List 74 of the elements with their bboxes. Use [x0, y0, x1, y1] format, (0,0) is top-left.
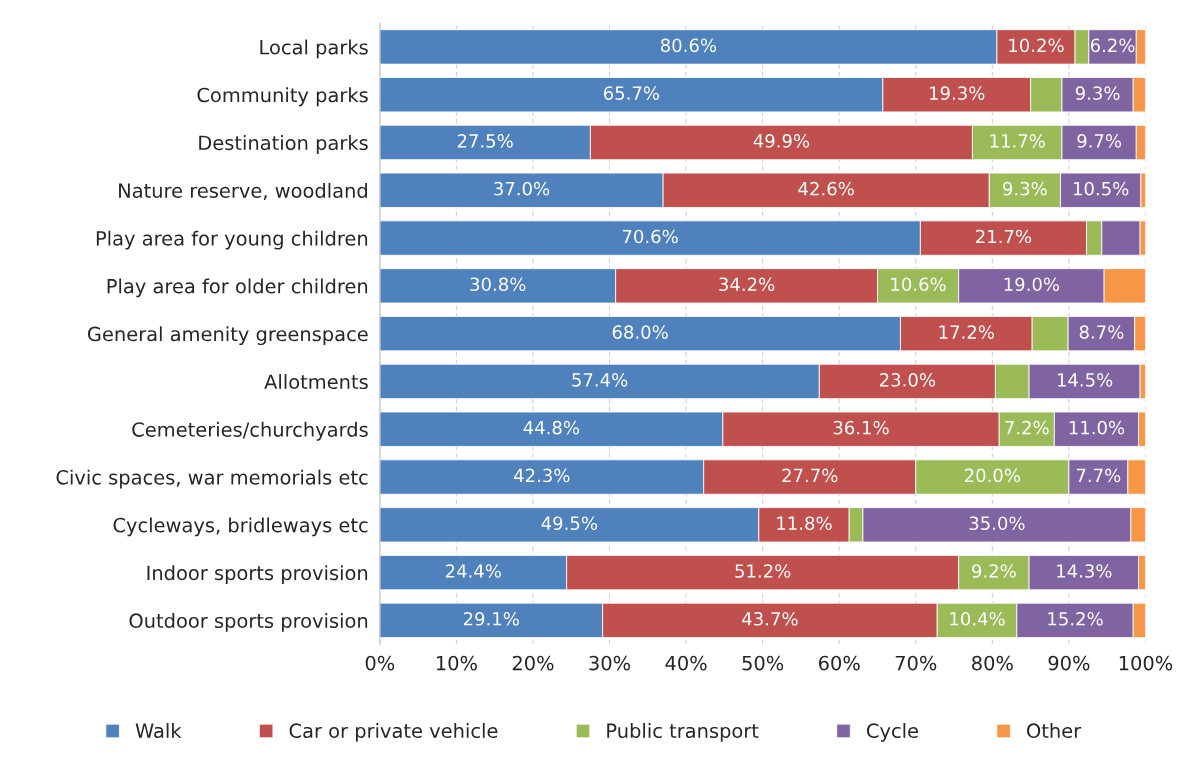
y-tick-label: Outdoor sports provision — [129, 613, 368, 632]
data-label: 10.4% — [950, 611, 1005, 626]
data-label: 42.6% — [798, 181, 854, 196]
data-label: 27.5% — [457, 134, 513, 148]
data-label: 9.2% — [972, 564, 1016, 578]
data-label: 27.7% — [782, 468, 838, 483]
data-label: 68.0% — [612, 325, 668, 339]
data-label: 37.0% — [494, 181, 550, 196]
data-label: 11.8% — [777, 516, 832, 531]
data-label: 17.2% — [939, 325, 994, 339]
data-label: 80.6% — [660, 38, 717, 53]
y-tick-label: Cemeteries/churchyards — [132, 421, 368, 441]
data-label: 21.7% — [976, 229, 1032, 244]
data-label: 10.6% — [891, 277, 946, 292]
data-label: 42.3% — [513, 468, 570, 483]
y-tick-label: Play area for young children — [96, 230, 368, 250]
x-tick-label: 100% — [1119, 655, 1173, 671]
legend-label: Other — [1027, 723, 1082, 739]
data-label: 30.8% — [470, 277, 526, 292]
legend-label: Cycle — [866, 723, 918, 742]
data-label: 36.1% — [833, 420, 889, 435]
data-label: 23.0% — [879, 373, 936, 387]
data-label: 9.7% — [1077, 134, 1122, 148]
y-tick-label: Play area for older children — [107, 278, 368, 298]
data-label: 10.2% — [1009, 38, 1064, 53]
x-tick-label: 0% — [365, 655, 395, 671]
data-label: 6.2% — [1090, 38, 1135, 53]
data-label: 51.2% — [735, 564, 791, 578]
legend-label: Public transport — [607, 723, 759, 742]
data-label: 9.3% — [1003, 181, 1047, 196]
y-tick-label: Civic spaces, war memorials etc — [56, 469, 368, 489]
data-label: 57.4% — [572, 373, 628, 387]
data-label: 10.5% — [1073, 181, 1129, 196]
data-label: 9.3% — [1075, 86, 1120, 100]
data-label: 15.2% — [1048, 611, 1103, 626]
data-label: 19.3% — [930, 86, 985, 100]
data-label: 11.7% — [990, 134, 1045, 148]
x-tick-label: 40% — [665, 655, 707, 671]
x-tick-label: 90% — [1048, 655, 1090, 671]
data-label: 7.2% — [1005, 420, 1049, 435]
data-label: 8.7% — [1079, 325, 1124, 339]
data-label: 70.6% — [622, 229, 678, 244]
data-label: 65.7% — [603, 86, 660, 100]
y-tick-label: Local parks — [260, 39, 368, 59]
data-label: 49.9% — [753, 134, 810, 148]
data-label: 43.7% — [742, 611, 798, 626]
data-label: 20.0% — [964, 468, 1021, 483]
data-label: 49.5% — [541, 516, 598, 531]
data-label: 29.1% — [463, 611, 519, 626]
x-tick-label: 20% — [512, 655, 554, 671]
data-label: 24.4% — [445, 564, 501, 578]
y-tick-label: Allotments — [264, 374, 368, 390]
data-label: 11.0% — [1069, 420, 1125, 435]
x-tick-label: 60% — [818, 655, 860, 671]
y-tick-label: Community parks — [197, 87, 368, 107]
y-tick-label: General amenity greenspace — [87, 326, 368, 346]
x-tick-label: 30% — [589, 655, 631, 671]
x-tick-label: 10% — [436, 655, 477, 671]
data-label: 35.0% — [969, 516, 1025, 531]
y-tick-label: Indoor sports provision — [147, 565, 368, 585]
data-label: 19.0% — [1004, 277, 1060, 292]
x-tick-label: 70% — [895, 655, 937, 671]
y-tick-label: Destination parks — [199, 135, 368, 154]
legend-label: Car or private vehicle — [289, 723, 498, 742]
data-label: 14.5% — [1057, 373, 1113, 387]
data-label: 44.8% — [523, 420, 580, 435]
legend-label: Walk — [135, 723, 182, 739]
y-tick-label: Cycleways, bridleways etc — [113, 517, 368, 537]
data-label: 7.7% — [1076, 468, 1121, 483]
x-tick-label: 50% — [742, 655, 784, 671]
y-tick-label: Nature reserve, woodland — [119, 182, 367, 200]
data-label: 14.3% — [1057, 564, 1112, 578]
x-tick-label: 80% — [972, 655, 1013, 671]
data-label: 34.2% — [719, 277, 775, 292]
